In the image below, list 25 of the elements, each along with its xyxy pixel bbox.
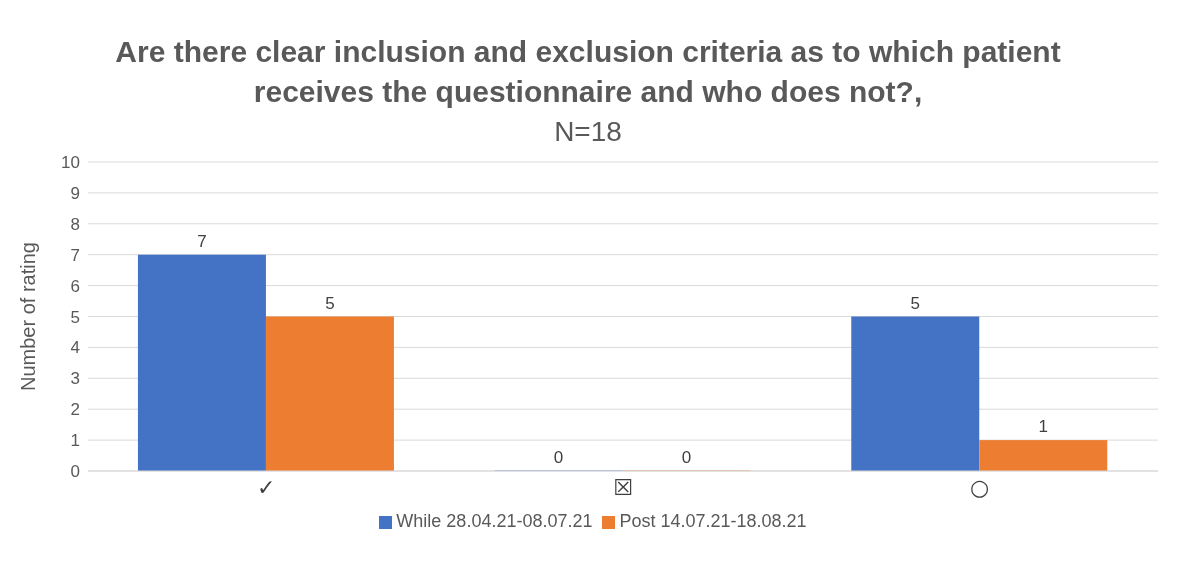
data-label: 0 — [681, 448, 692, 467]
x-tick-label: ✓ — [257, 474, 276, 500]
y-tick-label: 6 — [70, 276, 80, 296]
data-label: 7 — [197, 231, 207, 251]
data-label: 5 — [325, 293, 335, 313]
y-tick-label: 9 — [70, 183, 80, 203]
data-label: 0 — [553, 448, 564, 467]
y-tick-label: 7 — [70, 245, 80, 265]
y-tick-label: 10 — [61, 153, 80, 173]
y-axis-title: Number of rating — [17, 242, 40, 391]
data-label: 5 — [910, 293, 920, 313]
y-tick-label: 5 — [70, 307, 80, 327]
chart-title: Are there clear inclusion and exclusion criteria as to which patient receives the questionnaire and who does not?, — [114, 34, 1062, 110]
legend-label: While 28.04.21-08.07.21 — [396, 511, 593, 531]
x-tick-label: ○ — [970, 474, 990, 500]
y-tick-label: 1 — [70, 431, 80, 451]
y-tick-label: 2 — [70, 400, 80, 420]
y-tick-label: 0 — [70, 462, 80, 482]
y-tick-label: 4 — [70, 338, 80, 358]
data-label: 1 — [1038, 417, 1048, 437]
chart-subtitle: N=18 — [553, 115, 623, 149]
x-tick-label: ☒ — [613, 474, 633, 500]
y-tick-label: 8 — [70, 214, 80, 234]
legend-label: Post 14.07.21-18.08.21 — [619, 511, 807, 531]
y-tick-label: 3 — [70, 369, 80, 389]
